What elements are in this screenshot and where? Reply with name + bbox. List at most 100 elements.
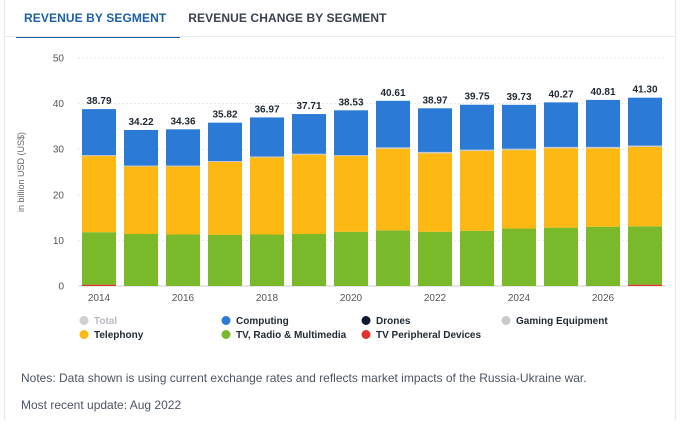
bar-segment bbox=[460, 230, 494, 286]
bar-segment bbox=[208, 234, 242, 286]
chart-card bbox=[4, 0, 676, 420]
bar-segment bbox=[376, 100, 410, 148]
bar-segment bbox=[292, 153, 326, 155]
total-label: 39.75 bbox=[464, 92, 489, 103]
bar-segment bbox=[586, 148, 620, 227]
bar-segment bbox=[292, 234, 326, 286]
legend-label: Gaming Equipment bbox=[516, 316, 608, 327]
last-update: Most recent update: Aug 2022 bbox=[21, 398, 182, 412]
y-tick-label: 40 bbox=[53, 99, 65, 110]
bar-segment bbox=[292, 114, 326, 154]
x-tick-label: 2016 bbox=[172, 293, 195, 304]
total-label: 38.97 bbox=[422, 95, 447, 106]
bar-segment bbox=[544, 227, 578, 286]
bar-segment bbox=[124, 129, 158, 166]
bar-segment bbox=[628, 97, 662, 146]
total-label: 40.61 bbox=[380, 88, 405, 99]
bar-segment bbox=[586, 99, 620, 147]
bar-segment bbox=[460, 149, 494, 152]
legend-label: TV, Radio & Multimedia bbox=[236, 330, 347, 341]
y-tick-label: 30 bbox=[53, 145, 65, 156]
x-tick-label: 2024 bbox=[508, 293, 531, 304]
legend-marker bbox=[221, 330, 231, 339]
total-label: 34.36 bbox=[170, 116, 195, 127]
legend-marker bbox=[361, 316, 371, 325]
total-label: 36.97 bbox=[254, 104, 279, 115]
bar-segment bbox=[544, 146, 578, 149]
bar-segment bbox=[250, 156, 284, 158]
bar-segment bbox=[82, 109, 116, 156]
bar-segment bbox=[82, 284, 116, 286]
tab-divider bbox=[4, 36, 676, 37]
bar-segment bbox=[544, 102, 578, 147]
bar-segment bbox=[208, 161, 242, 235]
bar-segment bbox=[250, 117, 284, 157]
total-label: 40.27 bbox=[548, 89, 573, 100]
x-tick-label: 2022 bbox=[424, 293, 447, 304]
total-label: 41.30 bbox=[632, 85, 657, 96]
bar-segment bbox=[124, 165, 158, 167]
bar-segment bbox=[82, 155, 116, 157]
bar-segment bbox=[334, 110, 368, 156]
x-tick-label: 2014 bbox=[88, 293, 111, 304]
legend-label: Telephony bbox=[94, 330, 144, 341]
bar-segment bbox=[628, 284, 662, 286]
bar-segment bbox=[334, 156, 368, 232]
bar-segment bbox=[418, 151, 452, 154]
total-label: 34.22 bbox=[128, 117, 153, 128]
bar-segment bbox=[208, 122, 242, 162]
y-tick-label: 10 bbox=[53, 236, 65, 247]
bar-segment bbox=[544, 148, 578, 228]
bar-segment bbox=[82, 232, 116, 285]
bar-segment bbox=[628, 226, 662, 285]
chart-notes: Notes: Data shown is using current excha… bbox=[21, 371, 587, 385]
bar-segment bbox=[208, 161, 242, 162]
legend-label: TV Peripheral Devices bbox=[376, 330, 481, 341]
y-tick-label: 50 bbox=[53, 54, 65, 65]
bar-segment bbox=[460, 151, 494, 231]
total-label: 35.82 bbox=[212, 110, 237, 121]
bar-segment bbox=[334, 155, 368, 157]
bar-segment bbox=[502, 104, 536, 149]
bar-segment bbox=[418, 231, 452, 286]
revenue-chart: 0 10 20 30 40 50 in billion USD (US$) 38.79 34.2… bbox=[16, 54, 666, 341]
legend-marker bbox=[361, 330, 371, 339]
bar-segment bbox=[250, 157, 284, 235]
legend-marker bbox=[221, 316, 231, 325]
legend-label: Total bbox=[94, 316, 117, 327]
y-axis-label: in billion USD (US$) bbox=[16, 132, 26, 212]
bar-segment bbox=[166, 165, 200, 167]
bar-segment bbox=[166, 166, 200, 235]
bar-segment bbox=[376, 147, 410, 149]
total-label: 40.81 bbox=[590, 87, 615, 98]
bar-segment bbox=[418, 108, 452, 152]
legend-marker bbox=[79, 330, 89, 339]
tab-revenue-change-by-segment[interactable]: REVENUE CHANGE BY SEGMENT bbox=[188, 11, 387, 25]
y-tick-label: 20 bbox=[53, 190, 65, 201]
bar-segment bbox=[586, 226, 620, 286]
bar-segment bbox=[334, 231, 368, 286]
bar-segment bbox=[376, 230, 410, 286]
total-label: 39.73 bbox=[506, 92, 531, 103]
bar-segment bbox=[166, 234, 200, 286]
x-tick-label: 2018 bbox=[256, 293, 279, 304]
bar-segment bbox=[628, 146, 662, 227]
bar-segment bbox=[628, 145, 662, 147]
y-tick-label: 0 bbox=[58, 282, 64, 293]
bar-segment bbox=[292, 154, 326, 235]
tab-revenue-by-segment[interactable]: REVENUE BY SEGMENT bbox=[16, 0, 181, 38]
bar-segment bbox=[82, 156, 116, 233]
legend-label: Computing bbox=[236, 316, 289, 327]
bar-segment bbox=[502, 150, 536, 229]
bar-segment bbox=[124, 234, 158, 286]
segment-tabs: REVENUE BY SEGMENT REVENUE CHANGE BY SEG… bbox=[16, 0, 401, 38]
bar-segment bbox=[586, 146, 620, 149]
total-label: 38.79 bbox=[86, 96, 111, 107]
bar-segment bbox=[124, 166, 158, 235]
legend-label: Drones bbox=[376, 316, 411, 327]
bar-segment bbox=[502, 148, 536, 151]
bar-segment bbox=[166, 129, 200, 166]
bar-segment bbox=[460, 104, 494, 150]
bar-segment bbox=[376, 148, 410, 231]
total-label: 37.71 bbox=[296, 101, 321, 112]
